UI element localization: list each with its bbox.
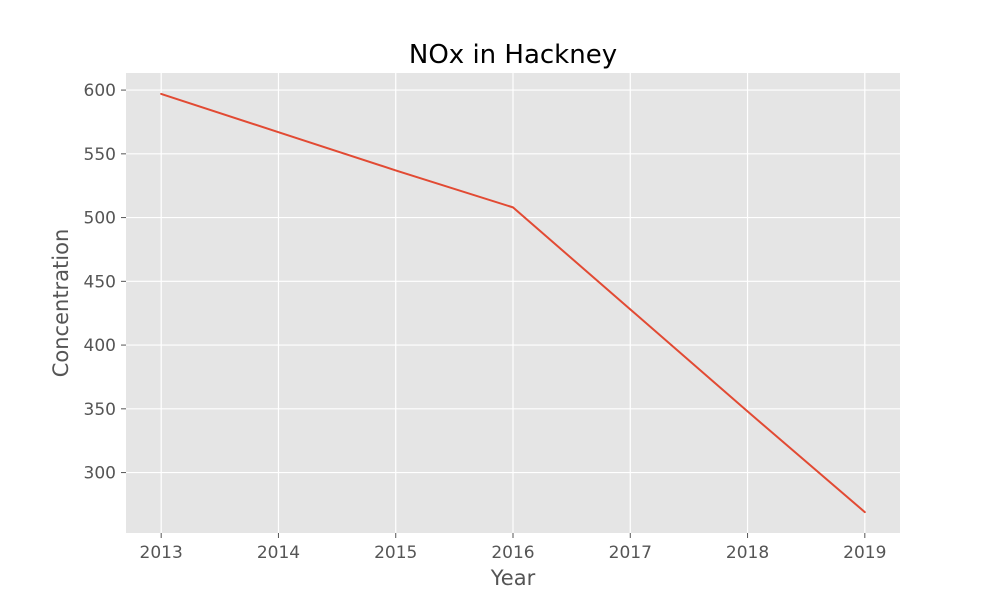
- series-layer: [160, 92, 866, 514]
- y-tick-label: 600: [84, 81, 116, 101]
- x-tick-label: 2018: [726, 543, 769, 563]
- y-tick-label: 500: [84, 209, 116, 229]
- x-tick-label: 2017: [609, 543, 652, 563]
- y-axis-label: Concentration: [49, 229, 73, 378]
- x-tick-label: 2014: [257, 543, 300, 563]
- axis-ticks: 2013 2014 2015 2016 2017 2018 2019 300 350 400 450…: [84, 81, 887, 563]
- x-tick-label: 2019: [843, 543, 886, 563]
- grid: [126, 73, 900, 533]
- x-axis-label: Year: [490, 566, 536, 590]
- y-tick-label: 450: [84, 272, 116, 292]
- series-line: [160, 92, 866, 514]
- x-tick-label: 2016: [491, 543, 534, 563]
- chart-title: NOx in Hackney: [409, 40, 617, 70]
- y-tick-label: 550: [84, 145, 116, 165]
- x-tick-label: 2015: [374, 543, 417, 563]
- x-tick-label: 2013: [140, 543, 183, 563]
- y-tick-label: 300: [84, 464, 116, 484]
- y-tick-label: 350: [84, 400, 116, 420]
- y-tick-label: 400: [84, 336, 116, 356]
